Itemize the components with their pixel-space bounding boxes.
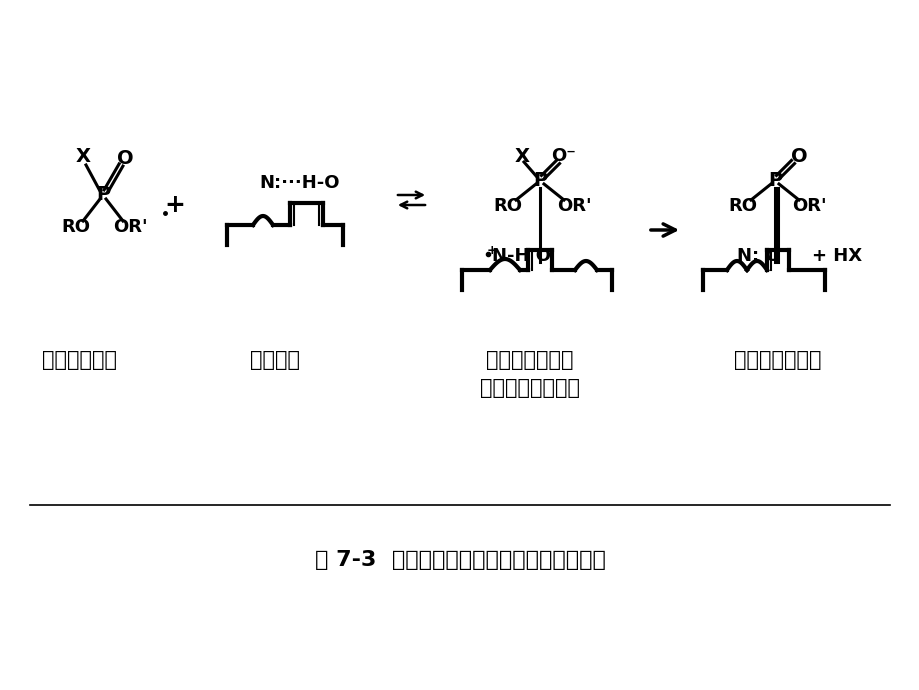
Text: 图 7-3  有机磷酸酯类抗胆碷酯酶作用示意图: 图 7-3 有机磷酸酯类抗胆碷酯酶作用示意图 [314,550,605,570]
Text: N:···H-O: N:···H-O [259,174,340,192]
Text: +: + [486,244,497,257]
Text: P: P [96,186,110,204]
Text: RO: RO [728,197,756,215]
Text: 胆碷酯酶与有机: 胆碷酯酶与有机 [486,350,573,370]
Text: OR': OR' [791,197,825,215]
Text: P: P [532,170,547,190]
Text: +: + [165,193,186,217]
Text: OR': OR' [112,218,147,236]
Text: 胆碷酯酶: 胆碷酯酶 [250,350,300,370]
Text: 有机磷酸酯类: 有机磷酸酯类 [42,350,118,370]
Text: O: O [789,146,807,166]
Text: OR': OR' [556,197,591,215]
Text: + HX: + HX [811,247,861,265]
Text: N-H O: N-H O [492,247,550,265]
Text: 磷酸酯类的复合物: 磷酸酯类的复合物 [480,378,579,398]
Text: X: X [75,148,90,166]
Text: N: O: N: O [736,247,780,265]
Text: 磷酰化胆碷酯酶: 磷酰化胆碷酯酶 [733,350,821,370]
Text: O⁻: O⁻ [551,147,576,165]
Text: RO: RO [493,197,522,215]
Text: O: O [117,150,133,168]
Text: X: X [514,146,529,166]
Text: P: P [767,170,781,190]
Text: RO: RO [62,218,90,236]
